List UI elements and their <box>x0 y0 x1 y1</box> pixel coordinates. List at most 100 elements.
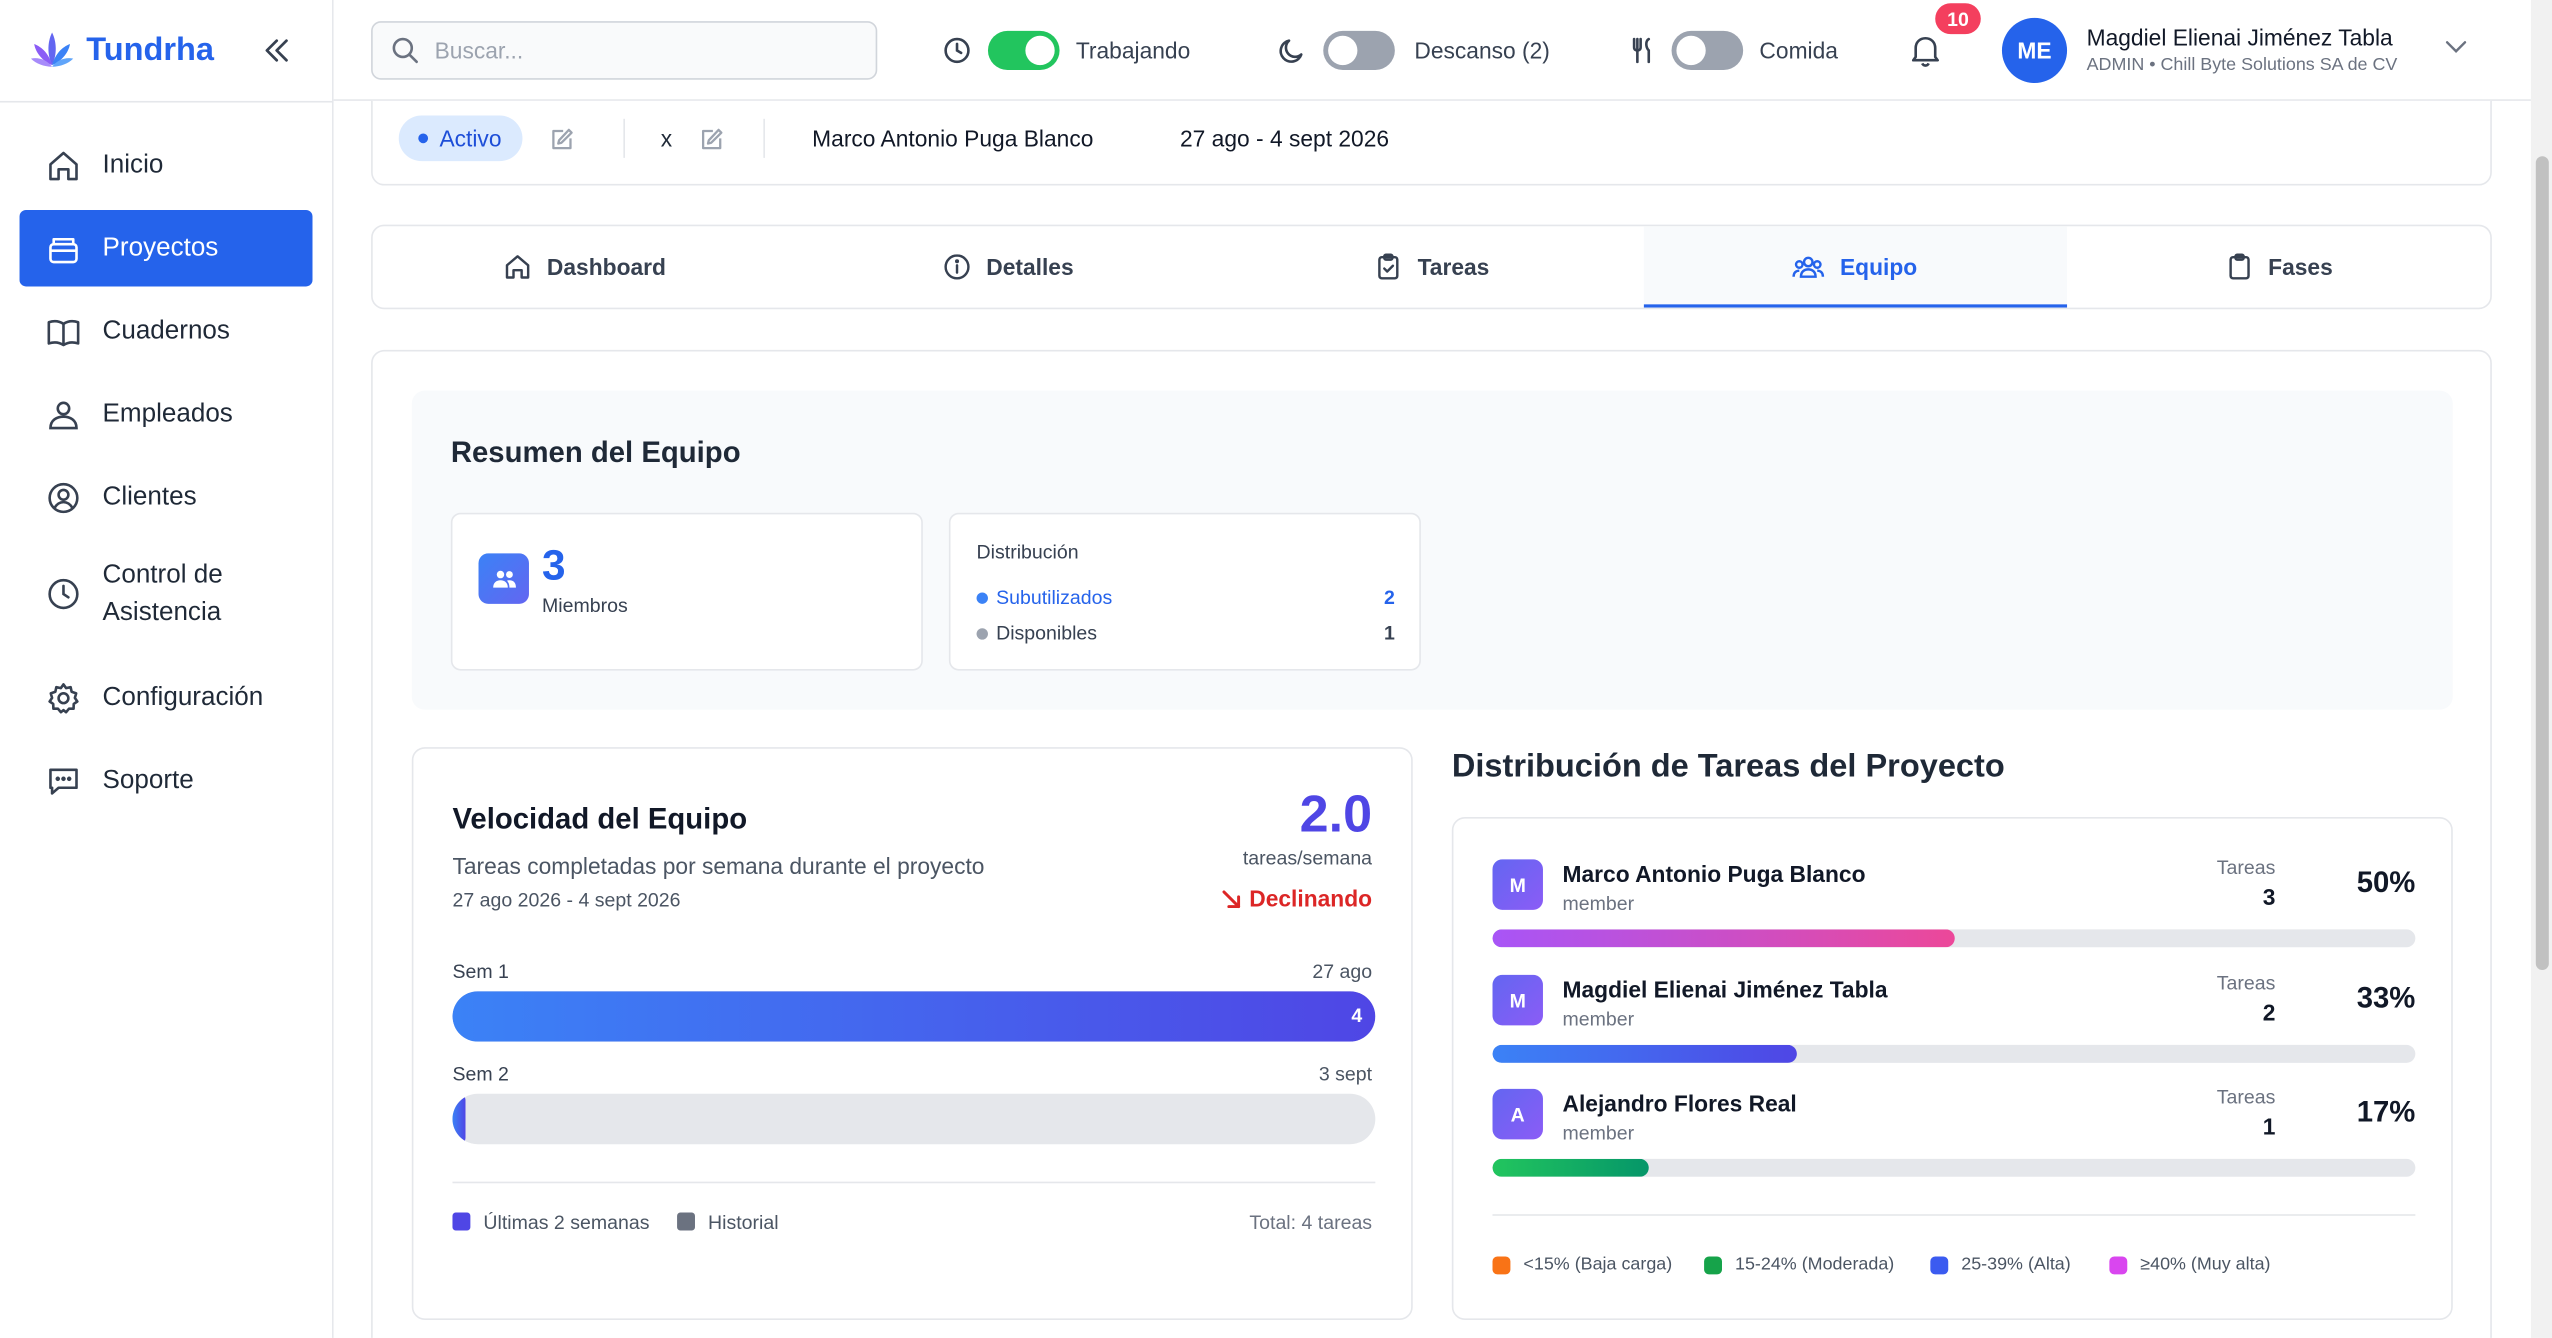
meal-toggle[interactable] <box>1671 30 1744 70</box>
info-icon <box>942 252 971 281</box>
legend-history-label: Historial <box>708 1210 779 1234</box>
velocity-trend: Declinando <box>1220 885 1372 911</box>
member-role: member <box>1562 891 1635 915</box>
underused-dot <box>976 591 988 604</box>
avatar[interactable]: ME <box>2001 17 2068 84</box>
sidebar-item-label: Proyectos <box>102 233 219 262</box>
divider <box>763 118 765 158</box>
sidebar-item-label: Clientes <box>102 482 197 511</box>
member-role: member <box>1562 1121 1635 1145</box>
working-toggle[interactable] <box>987 30 1060 70</box>
work-status-toggle-group: Trabajando <box>942 30 1190 70</box>
sidebar-item-label: Soporte <box>102 765 194 794</box>
scrollbar-thumb[interactable] <box>2535 156 2549 971</box>
status-label: Activo <box>439 125 502 152</box>
clock-icon <box>46 576 82 612</box>
legend-swatch <box>1492 1256 1511 1275</box>
tasks-count: 2 <box>2262 999 2276 1026</box>
week-bar-fill: 4 <box>452 991 1376 1042</box>
sidebar-item-soporte[interactable]: Soporte <box>20 742 313 818</box>
sidebar-item-cuadernos[interactable]: Cuadernos <box>20 293 313 369</box>
member-load-bar <box>1492 1158 2416 1177</box>
legend-label: <15% (Baja carga) <box>1523 1254 1673 1275</box>
tab-label: Equipo <box>1839 253 1918 280</box>
legend-history-swatch <box>677 1212 695 1231</box>
available-row: Disponibles 1 <box>976 621 1395 645</box>
velocity-total: Total: 4 tareas <box>1249 1210 1373 1234</box>
legend-recent-swatch <box>452 1212 471 1231</box>
underused-label: Subutilizados <box>996 585 1113 609</box>
search-input[interactable] <box>434 37 842 64</box>
tasks-count: 3 <box>2262 883 2276 910</box>
member-avatar: M <box>1492 974 1543 1026</box>
collapse-sidebar-icon[interactable] <box>260 34 293 67</box>
tab-equipo[interactable]: Equipo <box>1643 226 2068 308</box>
user-name[interactable]: Magdiel Elienai Jiménez Tabla <box>2086 24 2393 51</box>
sidebar-item-label: Empleados <box>102 399 233 428</box>
sidebar-item-empleados[interactable]: Empleados <box>20 376 313 452</box>
break-toggle[interactable] <box>1323 30 1395 70</box>
tab-tareas[interactable]: Tareas <box>1220 226 1644 307</box>
legend-swatch <box>1704 1256 1723 1275</box>
tab-detalles[interactable]: Detalles <box>796 226 1220 307</box>
member-name: Marco Antonio Puga Blanco <box>1562 861 1866 888</box>
member-avatar: A <box>1492 1088 1543 1140</box>
tab-label: Dashboard <box>546 253 666 280</box>
tab-label: Fases <box>2268 253 2333 280</box>
legend-swatch <box>2109 1256 2128 1275</box>
home-icon <box>503 252 532 281</box>
chevron-down-icon[interactable] <box>2445 39 2468 55</box>
status-dot <box>418 133 429 144</box>
sidebar-item-clientes[interactable]: Clientes <box>20 459 313 535</box>
tab-dashboard[interactable]: Dashboard <box>373 226 797 307</box>
available-label: Disponibles <box>996 621 1098 645</box>
members-card: 3 Miembros <box>450 512 923 671</box>
sidebar-item-label: Cuadernos <box>102 316 230 345</box>
distribution-card: Distribución Subutilizados 2 Disponibles… <box>948 512 1421 671</box>
edit-field-icon[interactable] <box>698 127 724 153</box>
bell-icon[interactable] <box>1909 33 1942 69</box>
sidebar-item-label: Configuración <box>102 682 264 711</box>
folder-icon <box>46 230 82 266</box>
tasks-count: 1 <box>2262 1113 2276 1140</box>
status-badge[interactable]: Activo <box>398 115 523 162</box>
velocity-title: Velocidad del Equipo <box>452 802 748 835</box>
week-bar <box>452 1093 1376 1145</box>
scrollbar[interactable] <box>2530 0 2552 1338</box>
top-header: Trabajando Descanso (2) Comida 10 ME Mag… <box>333 0 2531 101</box>
trend-label: Declinando <box>1249 885 1373 912</box>
sidebar-item-inicio[interactable]: Inicio <box>20 127 313 203</box>
week-bar-value: 4 <box>1351 1004 1363 1028</box>
member-load-bar <box>1492 929 2416 948</box>
member-percent: 50% <box>2356 865 2416 899</box>
member-load-fill <box>1492 929 1954 948</box>
underused-value: 2 <box>1383 585 1395 609</box>
utensils-icon <box>1629 36 1655 65</box>
logo[interactable]: Tundrha <box>28 26 214 75</box>
divider <box>452 1181 1376 1184</box>
legend-label: 15-24% (Moderada) <box>1735 1254 1895 1275</box>
meal-label: Comida <box>1759 37 1838 64</box>
legend-recent-label: Últimas 2 semanas <box>483 1210 650 1234</box>
week-bar-fill <box>452 1093 466 1145</box>
member-load-bar <box>1492 1044 2416 1063</box>
divider <box>623 118 625 158</box>
tasks-label: Tareas <box>2216 971 2276 995</box>
user-role: ADMIN • Chill Byte Solutions SA de CV <box>2086 55 2398 75</box>
trend-down-icon <box>1220 887 1243 910</box>
members-count: 3 <box>541 540 566 590</box>
sidebar-item-asistencia[interactable]: Control de Asistencia <box>20 542 313 646</box>
sidebar-item-proyectos[interactable]: Proyectos <box>19 209 313 287</box>
sidebar-item-configuracion[interactable]: Configuración <box>20 659 313 735</box>
book-icon <box>46 313 82 349</box>
edit-status-icon[interactable] <box>549 127 575 153</box>
search-box[interactable] <box>371 21 878 80</box>
velocity-range: 27 ago 2026 - 4 sept 2026 <box>452 888 681 912</box>
sidebar: Tundrha Inicio Proyectos <box>0 0 334 1338</box>
tab-fases[interactable]: Fases <box>2067 226 2490 307</box>
users-icon <box>46 396 82 432</box>
members-label: Miembros <box>541 594 628 617</box>
summary-title: Resumen del Equipo <box>450 436 741 469</box>
user-circle-icon <box>46 479 82 515</box>
tasks-label: Tareas <box>2216 856 2276 879</box>
